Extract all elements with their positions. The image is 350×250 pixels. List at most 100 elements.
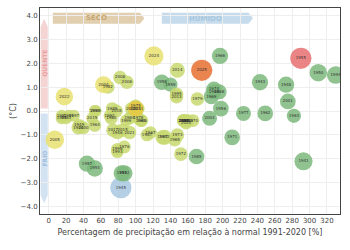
svg-text:2023: 2023 (131, 106, 142, 111)
svg-text:1993: 1993 (112, 149, 123, 154)
svg-text:1991: 1991 (64, 113, 75, 118)
svg-text:1956: 1956 (216, 106, 227, 111)
svg-text:2014: 2014 (172, 67, 183, 72)
svg-text:2021: 2021 (124, 130, 135, 135)
svg-text:1983: 1983 (61, 115, 72, 120)
svg-text:2011: 2011 (133, 106, 144, 111)
svg-text:160: 160 (181, 217, 194, 225)
svg-text:2022: 2022 (59, 94, 70, 99)
svg-text:1972: 1972 (176, 151, 187, 156)
svg-text:1967: 1967 (145, 130, 156, 135)
svg-text:1954: 1954 (90, 165, 101, 170)
svg-text:1942: 1942 (159, 134, 170, 139)
svg-text:1963: 1963 (289, 113, 300, 118)
svg-text:2003: 2003 (204, 115, 215, 120)
svg-text:1970: 1970 (188, 118, 199, 123)
svg-text:1949: 1949 (74, 122, 85, 127)
svg-text:1994: 1994 (331, 72, 340, 77)
svg-text:1990: 1990 (90, 108, 101, 113)
svg-text:2008: 2008 (115, 74, 126, 79)
svg-text:1978: 1978 (133, 115, 144, 120)
svg-text:1987: 1987 (142, 132, 153, 137)
svg-text:1980: 1980 (181, 118, 192, 123)
svg-text:1959: 1959 (165, 82, 176, 87)
svg-text:1957: 1957 (82, 161, 93, 166)
svg-text:1971: 1971 (227, 134, 238, 139)
svg-text:1988: 1988 (209, 89, 220, 94)
svg-text:HÚMIDO: HÚMIDO (189, 14, 222, 23)
svg-text:1941: 1941 (298, 158, 309, 163)
svg-text:2024: 2024 (149, 53, 160, 58)
svg-text:2013: 2013 (171, 94, 182, 99)
svg-text:1964: 1964 (90, 122, 101, 127)
svg-text:2002: 2002 (126, 106, 137, 111)
svg-text:QUENTE: QUENTE (41, 50, 48, 77)
svg-text:140: 140 (164, 217, 177, 225)
svg-text:1995: 1995 (171, 91, 182, 96)
svg-text:1992: 1992 (104, 113, 115, 118)
svg-text:−4.0: −4.0 (21, 203, 38, 211)
svg-text:1969: 1969 (206, 94, 217, 99)
svg-text:FRIO: FRIO (41, 151, 48, 167)
svg-text:1982: 1982 (103, 84, 114, 89)
svg-text:1944: 1944 (73, 125, 84, 130)
svg-text:2004: 2004 (98, 82, 109, 87)
svg-text:2015: 2015 (118, 127, 129, 132)
svg-text:2012: 2012 (179, 118, 190, 123)
svg-text:1950: 1950 (313, 70, 324, 75)
svg-text:0.0: 0.0 (26, 107, 37, 115)
svg-text:120: 120 (146, 217, 159, 225)
svg-text:4.0: 4.0 (26, 12, 37, 20)
svg-text:2018: 2018 (111, 108, 122, 113)
svg-text:1998: 1998 (178, 118, 189, 123)
svg-text:1976: 1976 (119, 144, 130, 149)
svg-text:320: 320 (320, 217, 333, 225)
svg-text:60: 60 (96, 217, 105, 225)
svg-text:1943: 1943 (255, 79, 266, 84)
svg-text:1948: 1948 (281, 82, 292, 87)
svg-text:180: 180 (199, 217, 212, 225)
svg-text:80: 80 (114, 217, 123, 225)
svg-text:3.0: 3.0 (26, 36, 37, 44)
svg-text:1955: 1955 (296, 55, 307, 60)
svg-text:300: 300 (303, 217, 316, 225)
svg-text:1975: 1975 (131, 103, 142, 108)
svg-text:1977: 1977 (238, 110, 249, 115)
svg-text:0: 0 (46, 217, 50, 225)
svg-text:40: 40 (79, 217, 88, 225)
svg-text:1985: 1985 (191, 154, 202, 159)
svg-text:2020: 2020 (181, 120, 192, 125)
svg-text:(°C): (°C) (9, 103, 18, 119)
svg-text:200: 200 (216, 217, 229, 225)
svg-text:2010: 2010 (183, 118, 194, 123)
svg-text:1981: 1981 (57, 113, 68, 118)
svg-text:1947: 1947 (158, 134, 169, 139)
svg-text:2000: 2000 (78, 125, 89, 130)
svg-text:1974: 1974 (209, 86, 220, 91)
svg-text:1999: 1999 (121, 118, 132, 123)
svg-text:1973: 1973 (172, 132, 183, 137)
svg-text:1979: 1979 (192, 96, 203, 101)
svg-text:240: 240 (251, 217, 264, 225)
svg-text:−1.0: −1.0 (21, 131, 38, 139)
svg-text:−3.0: −3.0 (21, 179, 38, 187)
svg-text:2016: 2016 (178, 118, 189, 123)
svg-text:260: 260 (268, 217, 281, 225)
svg-text:2005: 2005 (50, 137, 61, 142)
svg-text:1946: 1946 (112, 130, 123, 135)
svg-text:1.0: 1.0 (26, 84, 37, 92)
svg-text:1986: 1986 (137, 118, 148, 123)
svg-text:1958: 1958 (157, 79, 168, 84)
svg-text:1997: 1997 (69, 113, 80, 118)
svg-text:1984: 1984 (124, 115, 135, 120)
svg-text:2017: 2017 (108, 127, 119, 132)
svg-text:1965: 1965 (170, 137, 181, 142)
svg-text:1953: 1953 (117, 170, 128, 175)
svg-text:220: 220 (233, 217, 246, 225)
svg-text:2.0: 2.0 (26, 60, 37, 68)
svg-text:1951: 1951 (57, 115, 68, 120)
svg-text:2019: 2019 (87, 115, 98, 120)
svg-text:280: 280 (285, 217, 298, 225)
svg-text:1968: 1968 (214, 89, 225, 94)
svg-text:1996: 1996 (112, 146, 123, 151)
